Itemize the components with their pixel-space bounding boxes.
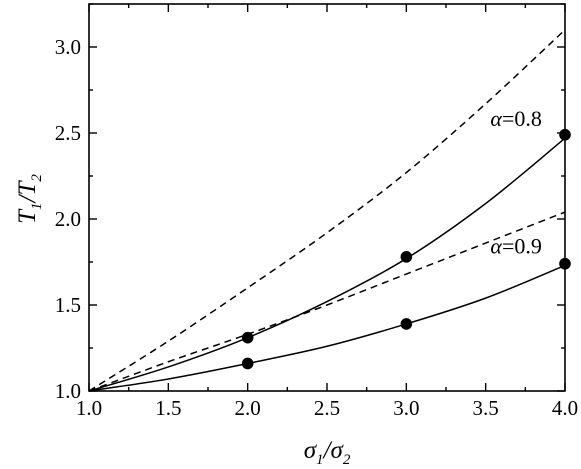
x-tick-label: 3.5: [473, 396, 499, 420]
y-axis-label: T1/T2: [14, 174, 45, 224]
solid-curve: [88, 137, 566, 392]
data-point: [400, 318, 413, 330]
data-point: [559, 257, 571, 270]
y-tick-label: 2.5: [55, 121, 81, 145]
data-point: [241, 357, 254, 370]
x-tick-label: 1.5: [155, 396, 181, 420]
tick-labels: 1.0 1.5 2.0 2.5 3.0 3.5 4.0 1.0 1.5 2.0 2.5 3.0: [55, 35, 578, 420]
alpha-annotation: α=0.8: [490, 106, 541, 131]
annotations: α=0.8 α=0.9: [490, 106, 541, 258]
data-point: [400, 251, 413, 263]
x-axis-label: σ1/σ2: [304, 437, 351, 468]
series-markers: [241, 128, 571, 370]
dashed-curve: [88, 211, 566, 392]
y-tick-label: 1.0: [55, 379, 81, 403]
axis-ticks: [88, 3, 566, 392]
x-tick-label: 1.0: [76, 396, 102, 420]
y-tick-label: 1.5: [55, 293, 81, 317]
plot-area: 1.0 1.5 2.0 2.5 3.0 3.5 4.0 1.0 1.5 2.0 2.5 3.0 α=0…: [55, 3, 578, 420]
y-tick-label: 2.0: [55, 207, 81, 231]
solid-curve: [88, 264, 566, 392]
data-point: [559, 128, 571, 141]
alpha-annotation: α=0.9: [490, 233, 541, 258]
dashed-curve: [88, 29, 566, 392]
x-tick-label: 2.5: [314, 396, 340, 420]
x-tick-label: 3.0: [393, 396, 419, 420]
x-tick-label: 4.0: [552, 396, 578, 420]
y-tick-label: 3.0: [55, 35, 81, 59]
series-curves: [88, 29, 566, 392]
data-point: [241, 331, 254, 344]
x-tick-label: 2.0: [235, 396, 261, 420]
